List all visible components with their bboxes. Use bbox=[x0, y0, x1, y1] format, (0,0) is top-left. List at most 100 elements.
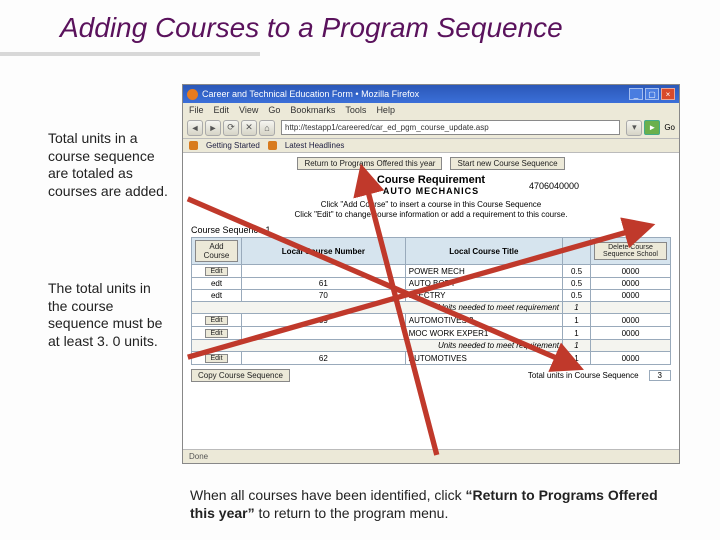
units-needed-row: Units needed to meet requirement 1 bbox=[192, 302, 671, 314]
sidebar-para-2: The total units in the course sequence m… bbox=[48, 280, 168, 350]
url-input[interactable]: http://testapp1/careered/car_ed_pgm_cour… bbox=[281, 120, 620, 135]
menu-view[interactable]: View bbox=[239, 105, 258, 115]
menu-go[interactable]: Go bbox=[268, 105, 280, 115]
cell-units: 0.5 bbox=[563, 278, 591, 290]
status-bar: Done bbox=[183, 449, 679, 463]
cell-code: 0000 bbox=[591, 265, 671, 278]
slide-title: Adding Courses to a Program Sequence bbox=[60, 12, 563, 44]
cell-units: 1 bbox=[563, 314, 591, 327]
menu-bar: File Edit View Go Bookmarks Tools Help bbox=[183, 103, 679, 117]
start-new-sequence-button[interactable]: Start new Course Sequence bbox=[450, 157, 564, 170]
forward-button[interactable]: ► bbox=[205, 120, 221, 136]
table-row: edt 70 ELECTRY 0.5 0000 bbox=[192, 290, 671, 302]
cell-code: 0000 bbox=[591, 314, 671, 327]
table-footer: Copy Course Sequence Total units in Cour… bbox=[191, 369, 671, 382]
program-code: 4706040000 bbox=[529, 181, 579, 191]
maximize-button[interactable]: ▢ bbox=[645, 88, 659, 100]
back-button[interactable]: ◄ bbox=[187, 120, 203, 136]
nav-toolbar: ◄ ► ⟳ ✕ ⌂ http://testapp1/careered/car_e… bbox=[183, 117, 679, 139]
dropdown-button[interactable]: ▾ bbox=[626, 120, 642, 136]
table-row: Edit 62 AUTOMOTIVES 1 0000 bbox=[192, 352, 671, 365]
table-row: Edit MOC WORK EXPER1 1 0000 bbox=[192, 327, 671, 340]
cell-num: 62 bbox=[242, 352, 406, 365]
edit-link[interactable]: edt bbox=[211, 279, 222, 288]
edit-button[interactable]: Edit bbox=[205, 329, 227, 338]
menu-file[interactable]: File bbox=[189, 105, 204, 115]
cell-code: 0000 bbox=[591, 278, 671, 290]
browser-window: Career and Technical Education Form • Mo… bbox=[182, 84, 680, 464]
cell-num: 59 bbox=[242, 314, 406, 327]
window-title: Career and Technical Education Form • Mo… bbox=[202, 89, 419, 99]
bottom-caption: When all courses have been identified, c… bbox=[190, 486, 670, 522]
course-table: Add Course Local Course Number Local Cou… bbox=[191, 237, 671, 365]
firefox-icon bbox=[187, 89, 198, 100]
total-units-value: 3 bbox=[649, 370, 671, 381]
menu-bookmarks[interactable]: Bookmarks bbox=[290, 105, 335, 115]
cell-units: 1 bbox=[563, 352, 591, 365]
units-needed-label: Units needed to meet requirement bbox=[192, 340, 563, 352]
window-titlebar: Career and Technical Education Form • Mo… bbox=[183, 85, 679, 103]
delete-sequence-button[interactable]: Delete Course Sequence School bbox=[594, 242, 667, 260]
menu-edit[interactable]: Edit bbox=[214, 105, 230, 115]
page-subheading: AUTO MECHANICS bbox=[191, 186, 671, 196]
cell-title: AUTOMOTIVES 2 bbox=[405, 314, 562, 327]
edit-link[interactable]: edt bbox=[211, 291, 222, 300]
stop-button[interactable]: ✕ bbox=[241, 120, 257, 136]
bottom-prefix: When all courses have been identified, c… bbox=[190, 487, 465, 503]
total-units-label: Total units in Course Sequence bbox=[528, 371, 639, 380]
reload-button[interactable]: ⟳ bbox=[223, 120, 239, 136]
minimize-button[interactable]: _ bbox=[629, 88, 643, 100]
cell-num: 61 bbox=[242, 278, 406, 290]
table-row: Edit 59 AUTOMOTIVES 2 1 0000 bbox=[192, 314, 671, 327]
units-needed-label: Units needed to meet requirement bbox=[192, 302, 563, 314]
col-units bbox=[563, 238, 591, 265]
home-button[interactable]: ⌂ bbox=[259, 120, 275, 136]
table-header-row: Add Course Local Course Number Local Cou… bbox=[192, 238, 671, 265]
edit-button[interactable]: Edit bbox=[205, 267, 227, 276]
cell-title: AUTO BODY bbox=[405, 278, 562, 290]
bookmark-icon bbox=[268, 141, 277, 150]
add-course-button[interactable]: Add Course bbox=[195, 240, 238, 262]
cell-title: MOC WORK EXPER1 bbox=[405, 327, 562, 340]
menu-tools[interactable]: Tools bbox=[345, 105, 366, 115]
page-heading: Course Requirement bbox=[191, 174, 671, 186]
cell-num bbox=[242, 327, 406, 340]
cell-num: 70 bbox=[242, 290, 406, 302]
copy-sequence-button[interactable]: Copy Course Sequence bbox=[191, 369, 290, 382]
cell-units: 1 bbox=[563, 327, 591, 340]
cell-title: POWER MECH bbox=[405, 265, 562, 278]
edit-button[interactable]: Edit bbox=[205, 354, 227, 363]
cell-code: 0000 bbox=[591, 352, 671, 365]
col-local-title: Local Course Title bbox=[405, 238, 562, 265]
instr-line-1: Click "Add Course" to insert a course in… bbox=[191, 200, 671, 210]
cell-title: AUTOMOTIVES bbox=[405, 352, 562, 365]
units-needed-value: 1 bbox=[563, 302, 591, 314]
table-row: edt 61 AUTO BODY 0.5 0000 bbox=[192, 278, 671, 290]
units-needed-row: Units needed to meet requirement 1 bbox=[192, 340, 671, 352]
table-row: Edit POWER MECH 0.5 0000 bbox=[192, 265, 671, 278]
instr-line-2: Click "Edit" to change course informatio… bbox=[191, 210, 671, 220]
cell-num bbox=[242, 265, 406, 278]
sidebar-para-1: Total units in a course sequence are tot… bbox=[48, 130, 168, 200]
menu-help[interactable]: Help bbox=[376, 105, 395, 115]
units-needed-value: 1 bbox=[563, 340, 591, 352]
bookmark-icon bbox=[189, 141, 198, 150]
cell-code: 0000 bbox=[591, 327, 671, 340]
edit-button[interactable]: Edit bbox=[205, 316, 227, 325]
cell-code: 0000 bbox=[591, 290, 671, 302]
bottom-suffix: to return to the program menu. bbox=[255, 505, 449, 521]
bookmarks-bar: Getting Started Latest Headlines bbox=[183, 139, 679, 153]
cell-units: 0.5 bbox=[563, 290, 591, 302]
cell-title: ELECTRY bbox=[405, 290, 562, 302]
bookmark-getting-started[interactable]: Getting Started bbox=[206, 141, 260, 150]
page-instructions: Click "Add Course" to insert a course in… bbox=[191, 200, 671, 219]
col-local-number: Local Course Number bbox=[242, 238, 406, 265]
go-button[interactable]: ► bbox=[644, 120, 660, 135]
return-programs-button[interactable]: Return to Programs Offered this year bbox=[297, 157, 442, 170]
page-content: Return to Programs Offered this year Sta… bbox=[183, 153, 679, 449]
bookmark-latest-headlines[interactable]: Latest Headlines bbox=[285, 141, 345, 150]
top-button-row: Return to Programs Offered this year Sta… bbox=[191, 157, 671, 170]
cell-units: 0.5 bbox=[563, 265, 591, 278]
title-underline bbox=[0, 52, 260, 56]
close-button[interactable]: × bbox=[661, 88, 675, 100]
